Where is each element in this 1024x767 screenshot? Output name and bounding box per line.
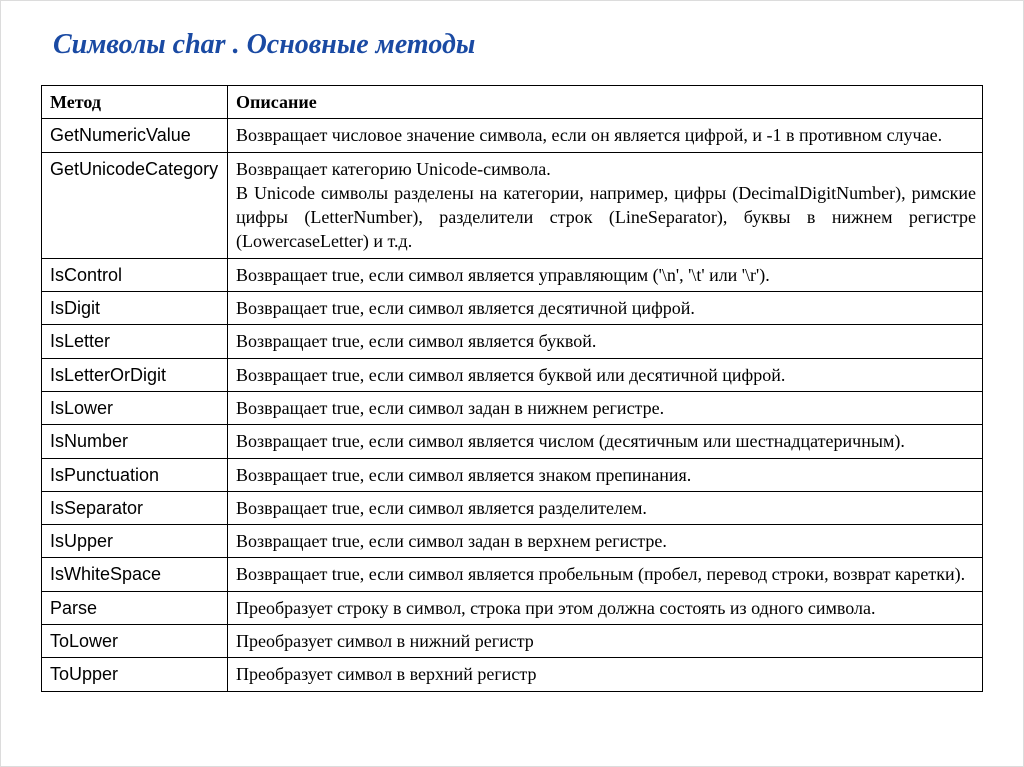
method-cell: IsSeparator (42, 491, 228, 524)
description-cell: Возвращает true, если символ является бу… (228, 325, 983, 358)
method-cell: IsWhiteSpace (42, 558, 228, 591)
description-cell: Возвращает true, если символ является уп… (228, 258, 983, 291)
table-row: IsLetterOrDigitВозвращает true, если сим… (42, 358, 983, 391)
table-row: IsNumberВозвращает true, если символ явл… (42, 425, 983, 458)
table-row: IsSeparatorВозвращает true, если символ … (42, 491, 983, 524)
method-cell: GetNumericValue (42, 119, 228, 152)
method-cell: ToUpper (42, 658, 228, 691)
table-row: IsLetterВозвращает true, если символ явл… (42, 325, 983, 358)
table-row: IsControlВозвращает true, если символ яв… (42, 258, 983, 291)
method-cell: ToLower (42, 625, 228, 658)
description-cell: Возвращает true, если символ задан в ниж… (228, 391, 983, 424)
description-cell: Возвращает true, если символ является де… (228, 292, 983, 325)
method-cell: IsNumber (42, 425, 228, 458)
description-cell: Возвращает true, если символ является бу… (228, 358, 983, 391)
method-cell: IsLower (42, 391, 228, 424)
description-cell: Возвращает true, если символ задан в вер… (228, 525, 983, 558)
table-row: IsUpperВозвращает true, если символ зада… (42, 525, 983, 558)
methods-table: Метод Описание GetNumericValueВозвращает… (41, 85, 983, 692)
table-row: ToUpperПреобразует символ в верхний реги… (42, 658, 983, 691)
header-description: Описание (228, 86, 983, 119)
table-row: IsLowerВозвращает true, если символ зада… (42, 391, 983, 424)
method-cell: IsLetterOrDigit (42, 358, 228, 391)
description-cell: Возвращает true, если символ является пр… (228, 558, 983, 591)
method-cell: Parse (42, 591, 228, 624)
description-cell: Возвращает true, если символ является ра… (228, 491, 983, 524)
method-cell: GetUnicodeCategory (42, 152, 228, 258)
table-header-row: Метод Описание (42, 86, 983, 119)
table-row: ParseПреобразует строку в символ, строка… (42, 591, 983, 624)
description-cell: Преобразует символ в верхний регистр (228, 658, 983, 691)
method-cell: IsUpper (42, 525, 228, 558)
page-title: Символы char . Основные методы (53, 29, 983, 61)
table-row: IsDigitВозвращает true, если символ явля… (42, 292, 983, 325)
description-cell: Возвращает true, если символ является чи… (228, 425, 983, 458)
table-row: IsPunctuationВозвращает true, если симво… (42, 458, 983, 491)
method-cell: IsPunctuation (42, 458, 228, 491)
description-cell: Возвращает категорию Unicode-символа.В U… (228, 152, 983, 258)
description-cell: Преобразует строку в символ, строка при … (228, 591, 983, 624)
slide: Символы char . Основные методы Метод Опи… (0, 0, 1024, 767)
method-cell: IsDigit (42, 292, 228, 325)
table-row: IsWhiteSpaceВозвращает true, если символ… (42, 558, 983, 591)
description-cell: Возвращает числовое значение символа, ес… (228, 119, 983, 152)
method-cell: IsLetter (42, 325, 228, 358)
header-method: Метод (42, 86, 228, 119)
table-row: ToLowerПреобразует символ в нижний регис… (42, 625, 983, 658)
table-row: GetNumericValueВозвращает числовое значе… (42, 119, 983, 152)
description-cell: Преобразует символ в нижний регистр (228, 625, 983, 658)
table-row: GetUnicodeCategoryВозвращает категорию U… (42, 152, 983, 258)
method-cell: IsControl (42, 258, 228, 291)
description-cell: Возвращает true, если символ является зн… (228, 458, 983, 491)
